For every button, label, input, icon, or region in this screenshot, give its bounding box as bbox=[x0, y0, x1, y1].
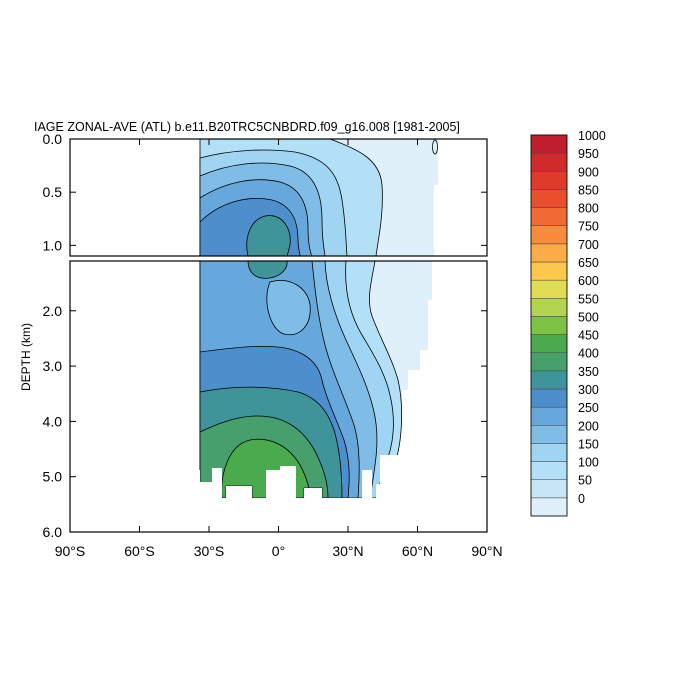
colorbar-label: 0 bbox=[578, 492, 585, 506]
colorbar-swatch bbox=[530, 279, 568, 299]
colorbar-label: 950 bbox=[578, 147, 599, 161]
seafloor-mask bbox=[70, 455, 487, 532]
x-tick-label: 90°N bbox=[471, 543, 502, 559]
colorbar-frame bbox=[530, 134, 568, 517]
x-tick-label: 60°N bbox=[402, 543, 433, 559]
axes: 90°S 60°S 30°S 0° 30°N 60°N 90°N 0.0 0.5 1.0 2.0 3.… bbox=[43, 131, 503, 559]
colorbar-label: 150 bbox=[578, 437, 599, 451]
colorbar-label: 300 bbox=[578, 383, 599, 397]
colorbar-swatch bbox=[530, 152, 568, 172]
colorbar-label: 50 bbox=[578, 474, 592, 488]
colorbar-label: 400 bbox=[578, 347, 599, 361]
colorbar-swatch bbox=[530, 443, 568, 462]
colorbar-swatch bbox=[530, 261, 568, 281]
colorbar-swatch bbox=[530, 207, 568, 226]
y-axis-label: DEPTH (km) bbox=[19, 323, 33, 391]
colorbar-label: 800 bbox=[578, 202, 599, 216]
x-tick-label: 90°S bbox=[55, 543, 86, 559]
colorbar-swatch bbox=[530, 479, 568, 499]
contour-200-inner bbox=[266, 280, 311, 336]
colorbar-swatch bbox=[530, 461, 568, 480]
colorbar-swatch bbox=[530, 334, 568, 353]
colorbar-label: 700 bbox=[578, 238, 599, 252]
colorbar-label: 600 bbox=[578, 274, 599, 288]
colorbar-label: 650 bbox=[578, 256, 599, 270]
colorbar-swatch bbox=[530, 171, 568, 190]
colorbar-label: 500 bbox=[578, 310, 599, 324]
colorbar-label: 900 bbox=[578, 165, 599, 179]
chart-title: IAGE ZONAL-AVE (ATL) b.e11.B20TRC5CNBDRD… bbox=[34, 120, 460, 134]
x-tick-label: 30°N bbox=[332, 543, 363, 559]
y-tick-label: 6.0 bbox=[43, 524, 63, 540]
colorbar-label: 200 bbox=[578, 419, 599, 433]
x-tick-label: 0° bbox=[272, 543, 285, 559]
y-tick-label: 3.0 bbox=[43, 358, 63, 374]
y-tick-label: 0.0 bbox=[43, 131, 63, 147]
y-tick-label: 0.5 bbox=[43, 184, 63, 200]
colorbar-label: 850 bbox=[578, 183, 599, 197]
contour-300 bbox=[200, 261, 288, 279]
colorbar-swatch bbox=[530, 425, 568, 444]
x-tick-label: 30°S bbox=[194, 543, 225, 559]
colorbar-label: 750 bbox=[578, 220, 599, 234]
lower-panel bbox=[70, 261, 487, 532]
colorbar-swatch bbox=[530, 298, 568, 317]
colorbar-label: 550 bbox=[578, 292, 599, 306]
colorbar-swatch bbox=[530, 225, 568, 245]
x-tick-label: 60°S bbox=[124, 543, 155, 559]
colorbar-label: 450 bbox=[578, 329, 599, 343]
y-tick-label: 5.0 bbox=[43, 469, 63, 485]
colorbar-swatch bbox=[530, 316, 568, 335]
colorbar: 1000950900850800750700650600550500450400… bbox=[530, 129, 606, 517]
y-tick-label: 1.0 bbox=[43, 237, 63, 253]
colorbar-swatch bbox=[530, 370, 568, 390]
colorbar-label: 250 bbox=[578, 401, 599, 415]
colorbar-swatch bbox=[530, 388, 568, 408]
colorbar-label: 1000 bbox=[578, 129, 606, 143]
colorbar-label: 350 bbox=[578, 365, 599, 379]
y-tick-label: 2.0 bbox=[43, 303, 63, 319]
colorbar-swatch bbox=[530, 134, 568, 154]
colorbar-swatch bbox=[530, 189, 568, 208]
contour-300 bbox=[246, 215, 291, 256]
colorbar-swatch bbox=[530, 352, 568, 372]
colorbar-swatch bbox=[530, 497, 568, 517]
colorbar-label: 100 bbox=[578, 456, 599, 470]
y-tick-label: 4.0 bbox=[43, 413, 63, 429]
colorbar-swatch bbox=[530, 243, 568, 263]
contour-ring bbox=[432, 139, 438, 155]
colorbar-swatch bbox=[530, 406, 568, 426]
upper-panel bbox=[199, 139, 438, 256]
